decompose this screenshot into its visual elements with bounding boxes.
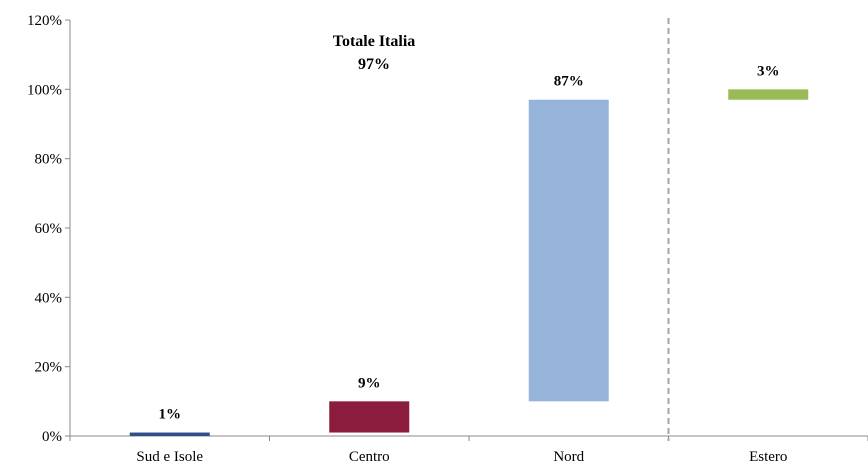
data-label: 9% — [358, 375, 381, 391]
y-tick-label: 40% — [35, 290, 63, 306]
y-tick-label: 120% — [27, 13, 62, 29]
x-tick-label: Sud e Isole — [136, 449, 203, 465]
bar-sud-e-isole — [129, 432, 210, 436]
y-tick-label: 60% — [35, 221, 63, 237]
annotation-value: 97% — [358, 56, 390, 73]
annotation-title: Totale Italia — [333, 33, 416, 50]
data-label: 3% — [757, 63, 780, 79]
y-axis: 0% 20% 40% 60% 80% 100% 120% — [27, 13, 71, 445]
annotation: Totale Italia 97% — [333, 33, 416, 73]
y-tick-label: 100% — [27, 82, 62, 98]
data-label: 87% — [554, 74, 584, 90]
data-label: 1% — [159, 407, 182, 423]
bar-centro — [329, 401, 410, 433]
y-tick-label: 20% — [35, 360, 63, 376]
y-tick-label: 0% — [42, 429, 62, 445]
x-axis: Sud e Isole Centro Nord Estero — [69, 435, 868, 465]
x-tick-label: Centro — [349, 449, 390, 465]
bar-nord — [528, 99, 609, 402]
data-labels: 1% 9% 87% 3% — [159, 63, 780, 422]
x-tick-label: Nord — [553, 449, 584, 465]
y-tick-label: 80% — [35, 152, 63, 168]
x-tick-label: Estero — [749, 449, 787, 465]
bars — [129, 89, 809, 436]
bar-estero — [728, 89, 809, 100]
